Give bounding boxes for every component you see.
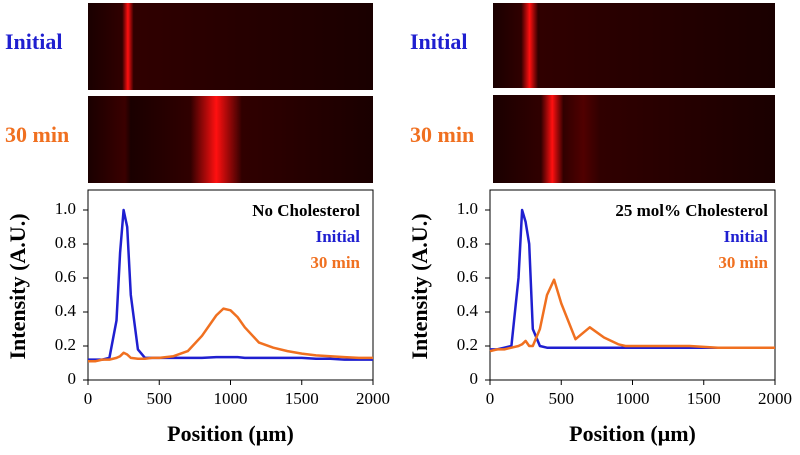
y-axis-label: Intensity (A.U.) xyxy=(407,213,432,359)
image-label: 30 min xyxy=(5,122,69,147)
x-tick-label: 1000 xyxy=(616,389,650,408)
x-tick-label: 0 xyxy=(84,389,93,408)
data-line xyxy=(88,208,373,361)
y-tick-label: 1.0 xyxy=(457,199,478,218)
gel-image xyxy=(493,3,775,88)
image-label: Initial xyxy=(5,29,62,54)
legend-entry: 30 min xyxy=(718,253,768,272)
y-tick-label: 0.8 xyxy=(55,233,76,252)
y-tick-label: 0.8 xyxy=(457,233,478,252)
y-tick-label: 0.4 xyxy=(457,301,479,320)
y-axis-label: Intensity (A.U.) xyxy=(5,213,30,359)
data-line xyxy=(88,307,373,363)
y-tick-label: 0 xyxy=(470,369,479,388)
x-tick-label: 0 xyxy=(486,389,495,408)
y-tick-label: 0.6 xyxy=(55,267,76,286)
y-tick-label: 0 xyxy=(68,369,77,388)
gel-image xyxy=(88,3,373,90)
y-tick-label: 0.6 xyxy=(457,267,478,286)
y-tick-label: 1.0 xyxy=(55,199,76,218)
x-tick-label: 1000 xyxy=(214,389,248,408)
image-label: Initial xyxy=(410,29,467,54)
y-tick-label: 0.2 xyxy=(55,335,76,354)
x-tick-label: 1500 xyxy=(285,389,319,408)
annotation: No Cholesterol xyxy=(252,201,360,220)
y-tick-label: 0.2 xyxy=(457,335,478,354)
gel-image xyxy=(88,96,373,183)
legend-entry: Initial xyxy=(724,227,769,246)
y-tick-label: 0.4 xyxy=(55,301,77,320)
x-tick-label: 500 xyxy=(549,389,575,408)
x-tick-label: 2000 xyxy=(356,389,390,408)
x-axis-label: Position (μm) xyxy=(167,421,294,446)
data-line xyxy=(489,278,775,353)
x-axis-label: Position (μm) xyxy=(569,421,696,446)
legend-entry: 30 min xyxy=(310,253,360,272)
gel-image xyxy=(493,95,775,183)
legend-entry: Initial xyxy=(316,227,361,246)
x-tick-label: 500 xyxy=(147,389,173,408)
x-tick-label: 2000 xyxy=(758,389,792,408)
x-tick-label: 1500 xyxy=(687,389,721,408)
annotation: 25 mol% Cholesterol xyxy=(615,201,768,220)
image-label: 30 min xyxy=(410,122,474,147)
